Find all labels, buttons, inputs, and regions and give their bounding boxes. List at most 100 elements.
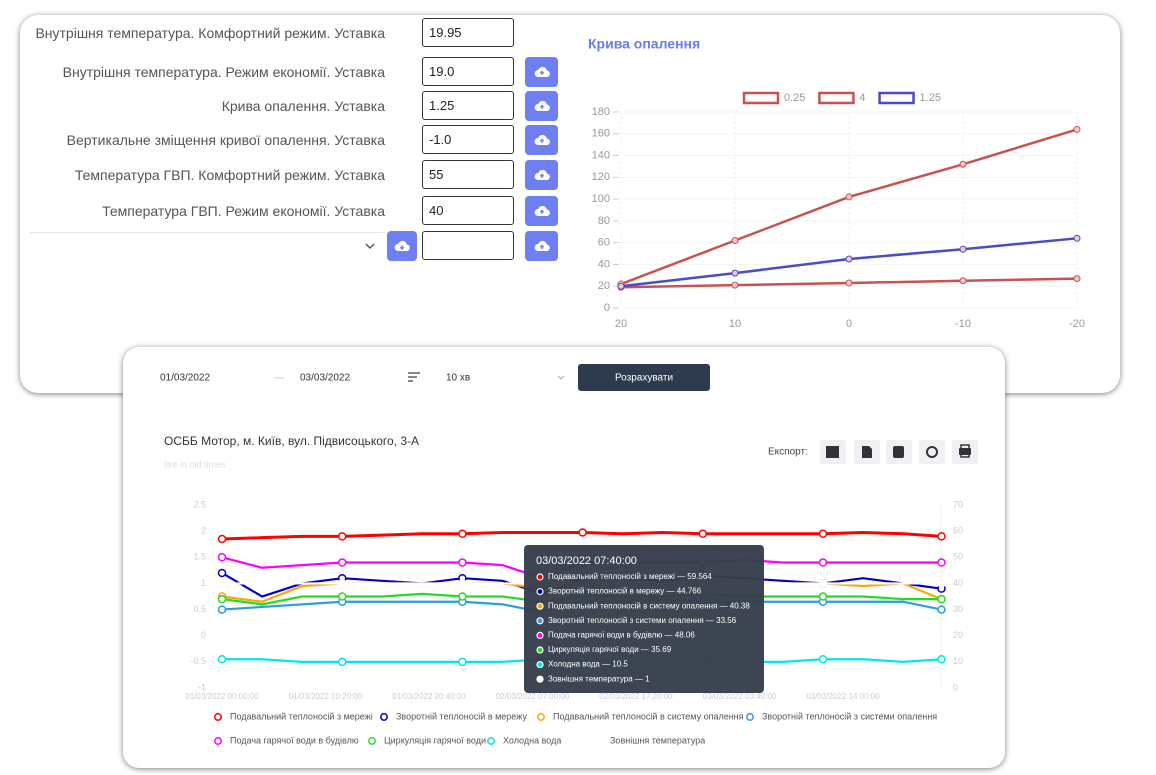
setting-input[interactable]: 40 bbox=[422, 196, 514, 225]
legend-icon[interactable] bbox=[537, 713, 545, 721]
series-marker bbox=[937, 558, 946, 567]
y-tick-label: 0 bbox=[201, 630, 206, 640]
upload-icon bbox=[534, 66, 550, 78]
tooltip-title: 03/03/2022 07:40:00 bbox=[536, 555, 637, 567]
legend-icon[interactable] bbox=[746, 713, 754, 721]
legend-label[interactable]: Подавальний теплоносій з мережі bbox=[230, 711, 373, 721]
setting-label: Внутрішня температура. Режим економії. У… bbox=[62, 64, 385, 80]
legend-icon[interactable] bbox=[214, 713, 222, 721]
series-marker bbox=[578, 528, 587, 537]
x-tick-label: 02/03/2022 07:00:00 bbox=[496, 692, 570, 701]
calculate-button-label[interactable]: Розрахувати bbox=[615, 373, 673, 384]
upload-button[interactable] bbox=[525, 125, 558, 155]
setting-label: Вертикальне зміщення кривої опалення. Ус… bbox=[66, 132, 385, 148]
setting-input[interactable]: 19.0 bbox=[422, 57, 514, 86]
upload-button[interactable] bbox=[525, 231, 558, 261]
y2-tick-label: 70 bbox=[953, 499, 963, 509]
curve-point bbox=[731, 236, 739, 244]
y2-tick-label: 20 bbox=[953, 630, 963, 640]
curve-point bbox=[731, 281, 739, 289]
legend-label[interactable]: 1.25 bbox=[920, 92, 941, 104]
legend-label[interactable]: 4 bbox=[859, 92, 865, 104]
calculate-button[interactable] bbox=[578, 364, 710, 391]
series-marker bbox=[337, 657, 347, 667]
tooltip-item: Холодна вода — 10.5 bbox=[548, 660, 628, 669]
legend-label[interactable]: 0.25 bbox=[784, 92, 805, 104]
y-tick-label: 1 bbox=[201, 578, 206, 588]
series-marker bbox=[217, 579, 227, 588]
legend-swatch[interactable] bbox=[878, 91, 915, 105]
upload-icon bbox=[534, 100, 550, 112]
series-marker bbox=[217, 534, 227, 544]
legend-label[interactable]: Зворотній теплоносій в мережу bbox=[396, 711, 527, 721]
x-tick-label: -10 bbox=[955, 318, 971, 330]
setting-input[interactable]: 1.25 bbox=[422, 91, 514, 120]
curve-point bbox=[959, 245, 967, 253]
tooltip bbox=[524, 545, 764, 693]
legend-icon[interactable] bbox=[368, 737, 376, 745]
legend-label[interactable]: Холодна вода bbox=[503, 735, 561, 745]
curve-point bbox=[1073, 125, 1081, 133]
upload-icon bbox=[534, 134, 550, 146]
y2-tick-label: 50 bbox=[953, 552, 963, 562]
dropdown-chevron[interactable] bbox=[364, 241, 376, 251]
legend-icon[interactable] bbox=[594, 737, 602, 745]
legend-icon[interactable] bbox=[487, 737, 495, 745]
setting-input[interactable]: 55 bbox=[422, 160, 514, 189]
sort-icon[interactable] bbox=[408, 372, 420, 382]
legend-swatch[interactable] bbox=[742, 91, 780, 105]
y-tick-label: 160 bbox=[592, 128, 610, 140]
setting-input[interactable] bbox=[422, 231, 514, 260]
tooltip-item: Зворотній теплоносій з системи опалення … bbox=[548, 616, 737, 625]
download-icon bbox=[394, 240, 410, 252]
legend-label[interactable]: Подача гарячої води в будівлю bbox=[230, 735, 359, 745]
series-marker bbox=[458, 529, 467, 539]
series-marker bbox=[818, 654, 828, 664]
setting-input[interactable]: 19.95 bbox=[422, 18, 514, 47]
legend-swatch[interactable] bbox=[818, 91, 855, 105]
tooltip-item: Циркуляція гарячої води — 35.69 bbox=[548, 645, 672, 654]
tooltip-dot bbox=[536, 646, 544, 654]
series-marker bbox=[937, 579, 946, 588]
y-tick-label: 100 bbox=[592, 193, 610, 205]
download-button[interactable] bbox=[387, 231, 417, 261]
x-tick-label: -20 bbox=[1069, 318, 1085, 330]
y2-tick-label: 40 bbox=[953, 578, 963, 588]
series-marker bbox=[217, 568, 227, 578]
y-tick-label: 0 bbox=[604, 302, 610, 314]
upload-button[interactable] bbox=[525, 57, 558, 87]
x-tick-label: 03/03/2022 03:40:00 bbox=[703, 692, 777, 701]
setting-input[interactable]: -1.0 bbox=[422, 125, 514, 154]
legend-icon[interactable] bbox=[380, 713, 388, 721]
x-tick-label: 01/03/2022 10:20:00 bbox=[289, 692, 363, 701]
x-tick-label: 20 bbox=[615, 318, 627, 330]
tooltip-dot bbox=[536, 675, 544, 683]
y-tick-label: 180 bbox=[592, 106, 610, 118]
legend-label[interactable]: Подавальний теплоносій в систему опаленн… bbox=[553, 711, 744, 721]
date-from[interactable]: 01/03/2022 bbox=[160, 373, 210, 384]
upload-button[interactable] bbox=[525, 160, 558, 190]
date-to[interactable]: 03/03/2022 bbox=[300, 373, 350, 384]
legend-label[interactable]: Циркуляція гарячої води bbox=[384, 735, 486, 745]
legend-label[interactable]: Зворотній теплоносій з системи опалення bbox=[762, 711, 937, 721]
setting-label: Температура ГВП. Режим економії. Уставка bbox=[102, 203, 385, 219]
y-tick-label: 120 bbox=[592, 171, 610, 183]
upload-button[interactable] bbox=[525, 91, 558, 121]
export-email[interactable] bbox=[919, 440, 945, 464]
legend-icon[interactable] bbox=[214, 737, 222, 745]
interval-select[interactable]: 10 хв bbox=[446, 373, 470, 384]
series-marker bbox=[217, 605, 227, 614]
y-tick-label: 60 bbox=[598, 237, 610, 249]
curve-point bbox=[845, 279, 853, 287]
y-tick-label: 20 bbox=[598, 280, 610, 292]
series-marker bbox=[818, 579, 828, 588]
x-tick-label: 03/03/2022 14:00:00 bbox=[806, 692, 880, 701]
y2-tick-label: 10 bbox=[953, 656, 963, 666]
upload-button[interactable] bbox=[525, 196, 558, 226]
legend-label[interactable]: Зовнішня температура bbox=[610, 735, 705, 745]
series-marker bbox=[217, 553, 227, 562]
tooltip-dot bbox=[536, 602, 544, 610]
export-buttons bbox=[820, 440, 978, 464]
upload-icon bbox=[534, 240, 550, 252]
